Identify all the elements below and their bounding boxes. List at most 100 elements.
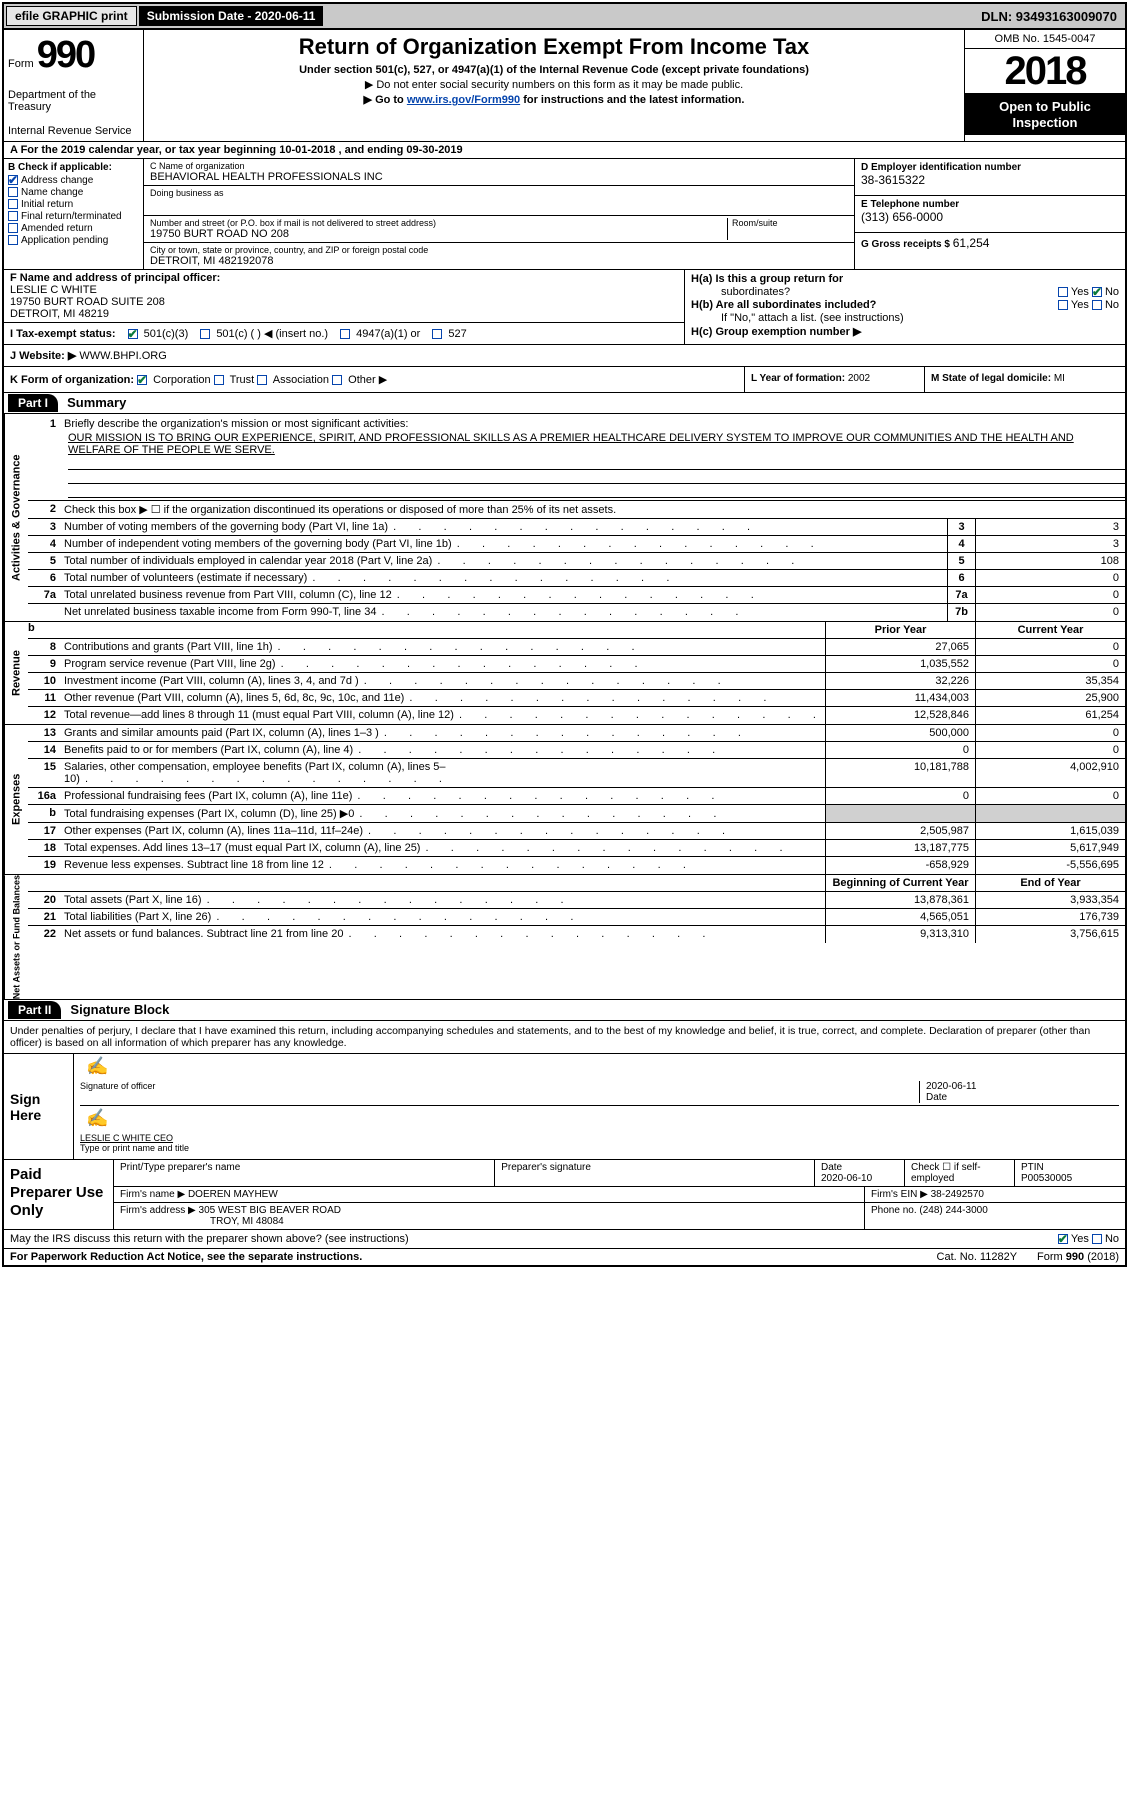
prior-value: 32,226	[825, 673, 975, 689]
q1-num: 1	[28, 416, 62, 432]
line-num: 4	[28, 536, 62, 552]
org-name-row: C Name of organization BEHAVIORAL HEALTH…	[144, 159, 854, 186]
firm-ein: 38-2492570	[931, 1189, 984, 1200]
goto-pre: ▶ Go to	[364, 94, 407, 106]
dba-row: Doing business as	[144, 186, 854, 216]
hb-yn: Yes No	[1058, 299, 1119, 311]
line-num	[28, 604, 62, 621]
opt-4947[interactable]: 4947(a)(1) or	[340, 328, 420, 340]
prior-value: 11,434,003	[825, 690, 975, 706]
omb-number: OMB No. 1545-0047	[965, 30, 1125, 49]
prep-self-employed: Check ☐ if self-employed	[905, 1160, 1015, 1186]
discuss-yes: Yes	[1071, 1233, 1089, 1245]
k-other[interactable]: Other ▶	[332, 374, 387, 386]
checkbox-icon[interactable]	[1058, 287, 1068, 297]
sig-date-label: Date	[926, 1092, 1119, 1103]
k-corp[interactable]: Corporation	[137, 374, 211, 386]
checkbox-icon	[8, 187, 18, 197]
checkbox-icon	[432, 329, 442, 339]
l-value: 2002	[848, 373, 870, 384]
prior-value: 27,065	[825, 639, 975, 655]
tax-year: 2018	[965, 49, 1125, 94]
firm-addr-label: Firm's address ▶	[120, 1205, 196, 1216]
q2-text: Check this box ▶ ☐ if the organization d…	[62, 501, 1125, 518]
checkbox-icon[interactable]	[1058, 1234, 1068, 1244]
prior-value: 13,878,361	[825, 892, 975, 908]
chk-address-change[interactable]: Address change	[8, 175, 139, 186]
discuss-no: No	[1105, 1233, 1119, 1245]
line-desc: Number of voting members of the governin…	[62, 519, 947, 535]
current-value: 3,756,615	[975, 926, 1125, 943]
k-assoc[interactable]: Association	[257, 374, 329, 386]
k-trust[interactable]: Trust	[214, 374, 255, 386]
prior-value: 9,313,310	[825, 926, 975, 943]
line-num: 8	[28, 639, 62, 655]
section-klm: K Form of organization: Corporation Trus…	[4, 367, 1125, 393]
b-title: B Check if applicable:	[8, 162, 139, 173]
line-num: 15	[28, 759, 62, 787]
otp-line1: Open to Public	[999, 99, 1091, 114]
chk-name-change[interactable]: Name change	[8, 187, 139, 198]
line-box-num: 6	[947, 570, 975, 586]
checkbox-icon[interactable]	[1092, 287, 1102, 297]
opt-527[interactable]: 527	[432, 328, 466, 340]
table-row: 18Total expenses. Add lines 13–17 (must …	[28, 840, 1125, 857]
form-subtitle: Under section 501(c), 527, or 4947(a)(1)…	[152, 64, 956, 76]
mission-blank-line	[68, 484, 1125, 498]
revenue-block: Revenue b Prior Year Current Year 8Contr…	[4, 622, 1125, 725]
tel-row: E Telephone number (313) 656-0000	[855, 196, 1125, 233]
line-box-num: 4	[947, 536, 975, 552]
chk-initial-return[interactable]: Initial return	[8, 199, 139, 210]
city-value: DETROIT, MI 482192078	[150, 255, 848, 267]
line-desc: Total number of volunteers (estimate if …	[62, 570, 947, 586]
current-value: 4,002,910	[975, 759, 1125, 787]
table-row: 20Total assets (Part X, line 16)13,878,3…	[28, 892, 1125, 909]
f-name: LESLIE C WHITE	[10, 284, 97, 296]
line-num: 22	[28, 926, 62, 943]
city-label: City or town, state or province, country…	[150, 245, 848, 255]
declaration-text: Under penalties of perjury, I declare th…	[4, 1021, 1125, 1054]
mission-blank-line	[68, 470, 1125, 484]
line-box-num: 5	[947, 553, 975, 569]
line-num: 21	[28, 909, 62, 925]
chk-amended[interactable]: Amended return	[8, 223, 139, 234]
sig-date: 2020-06-11	[926, 1081, 1119, 1092]
table-row: 19Revenue less expenses. Subtract line 1…	[28, 857, 1125, 874]
prior-value: 500,000	[825, 725, 975, 741]
checkbox-icon[interactable]	[1092, 300, 1102, 310]
opt-501c[interactable]: 501(c) ( ) ◀ (insert no.)	[200, 327, 328, 340]
mission-blank-line	[68, 456, 1125, 470]
line-num: 7a	[28, 587, 62, 603]
prior-value: 2,505,987	[825, 823, 975, 839]
ha-label: H(a) Is this a group return for	[691, 273, 843, 285]
section-b-checkboxes: B Check if applicable: Address change Na…	[4, 159, 144, 269]
ein-value: 38-3615322	[861, 173, 1119, 187]
checkbox-icon[interactable]	[1058, 300, 1068, 310]
checkbox-icon[interactable]	[1092, 1234, 1102, 1244]
line-desc: Total number of individuals employed in …	[62, 553, 947, 569]
ein-label: D Employer identification number	[861, 162, 1119, 173]
table-row: 9Program service revenue (Part VIII, lin…	[28, 656, 1125, 673]
efile-print-button[interactable]: efile GRAPHIC print	[6, 6, 137, 26]
table-row: 15Salaries, other compensation, employee…	[28, 759, 1125, 788]
table-row: 13Grants and similar amounts paid (Part …	[28, 725, 1125, 742]
chk-final-return[interactable]: Final return/terminated	[8, 211, 139, 222]
header-right: OMB No. 1545-0047 2018 Open to Public In…	[965, 30, 1125, 141]
q1-label: Briefly describe the organization's miss…	[62, 416, 1125, 432]
line-num: 5	[28, 553, 62, 569]
line-desc: Grants and similar amounts paid (Part IX…	[62, 725, 825, 741]
irs-link[interactable]: www.irs.gov/Form990	[407, 94, 520, 106]
section-l-year: L Year of formation: 2002	[745, 367, 925, 392]
m-value: MI	[1054, 373, 1065, 384]
checkbox-icon	[8, 235, 18, 245]
prior-value: 0	[825, 788, 975, 804]
line-num: 19	[28, 857, 62, 874]
line-num: b	[28, 805, 62, 822]
prior-value: 12,528,846	[825, 707, 975, 724]
lineA-mid: , and ending	[339, 144, 407, 156]
opt-501c3[interactable]: 501(c)(3)	[128, 328, 189, 340]
line-box-num: 7b	[947, 604, 975, 621]
chk-app-pending[interactable]: Application pending	[8, 235, 139, 246]
line-value: 0	[975, 570, 1125, 586]
current-value: 5,617,949	[975, 840, 1125, 856]
